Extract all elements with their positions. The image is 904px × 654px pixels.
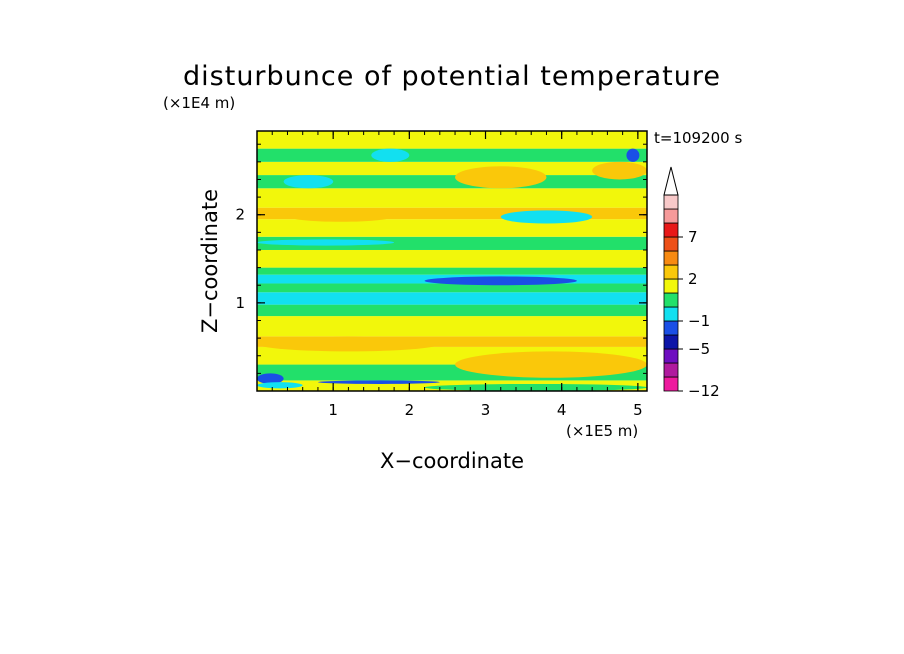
colorbar-segment-9 — [663, 250, 679, 266]
contour-band-15 — [257, 175, 647, 189]
contour-feature-11 — [371, 148, 410, 162]
colorbar-segment-8 — [663, 264, 679, 280]
colorbar-label: 2 — [688, 270, 698, 288]
contour-feature-13 — [592, 161, 647, 180]
colorbar-segment-10 — [663, 236, 679, 252]
y-scale-label: (×1E4 m) — [163, 94, 235, 112]
contour-band-16 — [257, 161, 647, 176]
colorbar-segment-1 — [663, 362, 679, 378]
x-tick-label: 1 — [328, 401, 338, 419]
colorbar-segment-3 — [663, 334, 679, 350]
colorbar: −12−5−127 — [663, 166, 720, 400]
colorbar-label: −12 — [688, 382, 720, 400]
contour-band-3 — [257, 336, 647, 347]
x-axis-label: X−coordinate — [380, 449, 524, 473]
contour-band-7 — [257, 283, 647, 293]
contour-feature-8 — [287, 210, 395, 222]
colorbar-extend-arrow — [663, 166, 679, 196]
contour-feature-4 — [455, 351, 647, 378]
contour-band-5 — [257, 304, 647, 317]
contour-band-6 — [257, 292, 647, 305]
contour-feature-7 — [257, 239, 395, 246]
colorbar-segment-7 — [663, 278, 679, 294]
contour-band-18 — [257, 131, 647, 149]
y-tick-label: 1 — [235, 294, 245, 312]
y-axis-label: Z−coordinate — [198, 189, 222, 333]
chart-title: disturbunce of potential temperature — [183, 61, 721, 92]
contour-feature-9 — [500, 210, 593, 224]
contour-band-13 — [257, 207, 647, 220]
colorbar-segment-13 — [663, 194, 679, 210]
contour-field — [257, 131, 647, 391]
axis-ticks: 1 2 3 4 5 1 2 — [235, 131, 647, 419]
contour-band-14 — [257, 188, 647, 208]
contour-feature-14 — [626, 148, 640, 162]
contour-feature-2 — [317, 380, 440, 384]
contour-feature-3 — [424, 383, 647, 391]
x-tick-label: 4 — [557, 401, 567, 419]
x-scale-label: (×1E5 m) — [566, 422, 638, 440]
colorbar-label: −5 — [688, 340, 710, 358]
x-tick-label: 2 — [405, 401, 415, 419]
contour-feature-1 — [257, 382, 303, 389]
contour-band-9 — [257, 267, 647, 275]
contour-band-10 — [257, 249, 647, 268]
colorbar-segment-12 — [663, 208, 679, 224]
colorbar-segment-4 — [663, 320, 679, 336]
plot-frame — [256, 130, 648, 392]
contour-feature-6 — [424, 276, 577, 286]
colorbar-label: 7 — [688, 228, 698, 246]
colorbar-label: −1 — [688, 312, 710, 330]
contour-feature-0 — [257, 373, 284, 384]
colorbar-segment-2 — [663, 348, 679, 364]
colorbar-segment-6 — [663, 292, 679, 308]
contour-feature-5 — [257, 336, 440, 352]
x-tick-label: 5 — [633, 401, 643, 419]
colorbar-segment-5 — [663, 306, 679, 322]
contour-feature-10 — [283, 175, 334, 189]
y-tick-label: 2 — [235, 206, 245, 224]
contour-band-17 — [257, 148, 647, 162]
colorbar-segment-0 — [663, 376, 679, 392]
contour-band-4 — [257, 316, 647, 337]
contour-band-12 — [257, 219, 647, 237]
contour-feature-12 — [455, 166, 547, 189]
time-label: t=109200 s — [654, 129, 742, 147]
x-tick-label: 3 — [481, 401, 491, 419]
colorbar-segment-11 — [663, 222, 679, 238]
